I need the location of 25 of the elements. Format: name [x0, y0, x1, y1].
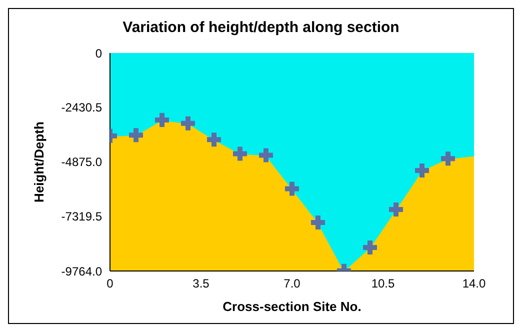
- point: [363, 240, 377, 254]
- point: [389, 202, 403, 217]
- point: [441, 152, 455, 166]
- point: [311, 215, 325, 230]
- x-tick-label: 3.5: [192, 276, 210, 291]
- chart-title: Variation of height/depth along section: [122, 19, 400, 38]
- x-tick-label: 0: [106, 276, 114, 291]
- y-tick-label: -4875.0: [61, 155, 102, 170]
- point: [233, 146, 247, 161]
- x-tick-label: 14.0: [462, 276, 486, 291]
- y-tick-label: -2430.5: [61, 100, 102, 115]
- point: [129, 128, 143, 142]
- point: [285, 182, 299, 196]
- point: [207, 132, 221, 147]
- point: [415, 163, 429, 178]
- x-axis-title: Cross-section Site No.: [222, 299, 362, 314]
- y-tick-label: 0: [95, 46, 102, 60]
- point: [155, 112, 169, 127]
- y-tick-label: -7319.5: [61, 210, 102, 224]
- point: [181, 116, 195, 130]
- y-tick-label: -9764.0: [61, 264, 102, 278]
- y-axis-title: Height/Depth: [32, 122, 47, 202]
- point: [259, 148, 273, 162]
- x-tick-label: 7.0: [284, 276, 301, 291]
- x-tick-label: 10.5: [371, 276, 395, 291]
